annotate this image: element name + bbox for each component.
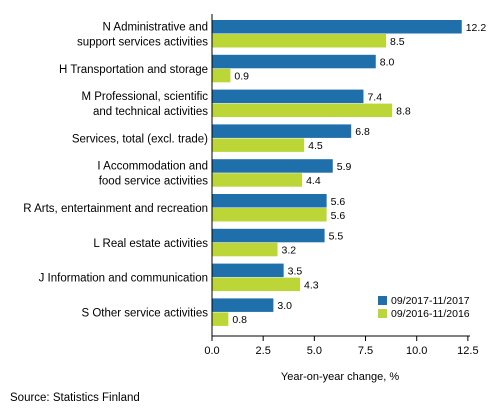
- category-label: I Accommodation and: [97, 161, 208, 173]
- bar: [212, 138, 305, 152]
- data-label: 4.4: [306, 175, 321, 187]
- x-tick-label: 2.5: [256, 345, 271, 357]
- category-label: M Professional, scientific: [81, 91, 208, 103]
- bar: [212, 312, 229, 326]
- data-label: 8.0: [380, 57, 395, 69]
- data-label: 5.9: [337, 161, 352, 173]
- bar: [212, 228, 325, 243]
- category-label: H Transportation and storage: [59, 64, 208, 76]
- x-axis: 0.0 2.5 5.0 7.5 10.0 12.5 Year-on-year change,…: [204, 14, 479, 383]
- x-tick-label: 10.0: [406, 345, 427, 357]
- data-label: 5.5: [329, 231, 344, 243]
- data-label: 4.5: [308, 140, 323, 152]
- bar: [212, 277, 301, 292]
- bar: [212, 208, 327, 222]
- bar: [212, 68, 231, 83]
- data-label: 0.9: [234, 71, 249, 83]
- legend-swatch: [378, 309, 387, 318]
- data-label: 3.0: [277, 300, 292, 312]
- data-label: 0.8: [232, 314, 247, 326]
- category-label: R Arts, entertainment and recreation: [23, 203, 208, 215]
- bar: [212, 54, 376, 69]
- category-label: L Real estate activities: [93, 238, 208, 250]
- category-label: N Administrative and: [103, 22, 208, 34]
- data-label: 3.5: [288, 265, 303, 277]
- x-tick-label: 12.5: [457, 345, 478, 357]
- source-note: Source: Statistics Finland: [10, 392, 140, 404]
- bars: [212, 20, 462, 326]
- data-label: 4.3: [304, 279, 319, 291]
- category-labels: N Administrative and support services act…: [23, 22, 208, 320]
- category-label: food service activities: [99, 176, 209, 188]
- category-label: S Other service activities: [81, 307, 208, 319]
- bar: [212, 242, 278, 257]
- bar: [212, 263, 284, 278]
- bar: [212, 298, 274, 312]
- bar: [212, 173, 303, 187]
- x-tick-label: 5.0: [307, 345, 322, 357]
- value-labels: 12.2 8.5 8.0 0.9 7.4 8.8 6.8 4.5 5.9 4.4 5.6 5.6 5.5…: [232, 22, 486, 326]
- bar: [212, 103, 393, 118]
- bar: [212, 89, 364, 104]
- bar: [212, 20, 462, 34]
- data-label: 7.4: [367, 91, 382, 103]
- data-label: 8.5: [390, 36, 405, 48]
- category-label: support services activities: [77, 37, 208, 49]
- x-tick-label: 0.0: [204, 345, 219, 357]
- data-label: 5.6: [331, 196, 346, 208]
- legend-entry: 09/2017-11/2017: [391, 295, 470, 307]
- data-label: 5.6: [331, 210, 346, 222]
- category-label: Services, total (excl. trade): [72, 133, 208, 145]
- data-label: 12.2: [466, 22, 487, 34]
- data-label: 6.8: [355, 126, 370, 138]
- x-axis-label: Year-on-year change, %: [281, 371, 399, 383]
- legend-swatch: [378, 296, 387, 305]
- bar: [212, 159, 333, 173]
- x-tick-label: 7.5: [358, 345, 373, 357]
- category-label: and technical activities: [93, 106, 208, 118]
- data-label: 8.8: [396, 105, 411, 117]
- data-label: 3.2: [282, 245, 297, 257]
- category-label: J Information and communication: [39, 273, 208, 285]
- bar: [212, 124, 352, 138]
- bar: [212, 194, 327, 208]
- bar: [212, 34, 386, 48]
- legend-entry: 09/2016-11/2016: [391, 308, 470, 320]
